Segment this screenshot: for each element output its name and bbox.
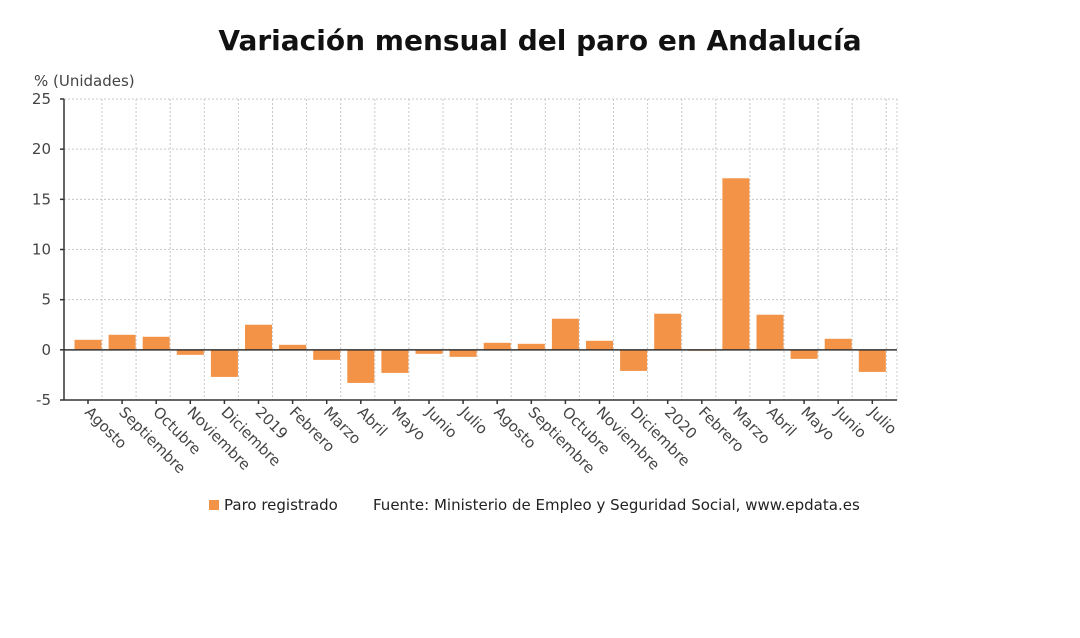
grid-lines [64,98,898,400]
bar [313,349,341,360]
x-tick-label: Mayo [797,403,838,444]
bar [74,339,102,350]
y-axis-label: % (Unidades) [34,72,135,90]
y-tick-label: 0 [41,341,51,359]
bar [551,318,579,350]
legend-label: Paro registrado [224,496,338,514]
bar [245,324,272,350]
x-ticks: AgostoSeptiembreOctubreNoviembreDiciembr… [81,400,900,477]
bar [824,338,852,350]
bar [483,342,511,350]
y-ticks: -5 0 5 10 15 20 25 [32,90,64,409]
bar [108,334,136,350]
y-tick-label: 20 [32,140,51,158]
bar [620,349,648,371]
y-tick-label: 25 [32,90,51,108]
x-tick-label: Julio [865,402,901,438]
bar [790,349,818,359]
bar [722,178,750,350]
y-tick-label: 5 [41,291,51,309]
bar [654,313,682,350]
bar [381,349,409,373]
x-tick-label: Julio [456,402,492,438]
x-tick-label: Junio [421,402,460,441]
bar [449,349,477,357]
y-tick-label: 10 [32,241,51,259]
legend-swatch [209,500,219,510]
source-text: Fuente: Ministerio de Empleo y Seguridad… [373,496,860,514]
bar [586,340,613,350]
bar [347,349,375,383]
bar [517,343,545,350]
bar [279,344,307,350]
bar [858,349,886,372]
bar [176,349,204,355]
bar [756,314,784,350]
bar [415,349,443,354]
bar [142,336,170,350]
legend: Paro registrado Fuente: Ministerio de Em… [209,496,860,514]
bar [210,349,238,377]
y-tick-label: -5 [36,391,51,409]
x-tick-label: Mayo [388,403,429,444]
x-tick-label: Junio [831,402,870,441]
y-tick-label: 15 [32,190,51,208]
bars-group [74,178,886,383]
chart-title: Variación mensual del paro en Andalucía [218,24,861,57]
